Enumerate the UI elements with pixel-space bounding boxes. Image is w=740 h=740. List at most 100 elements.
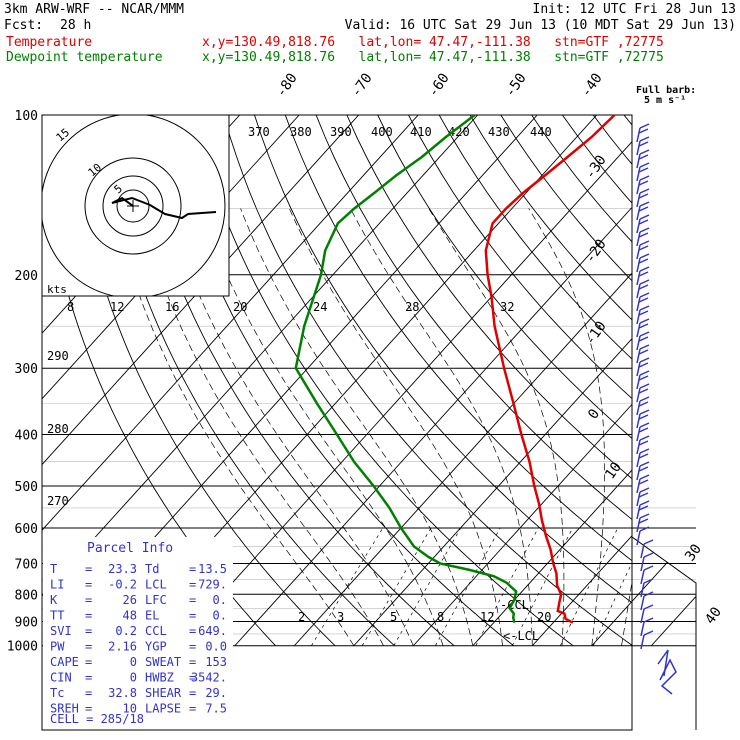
wind-barb (636, 452, 641, 468)
wind-barb (638, 258, 649, 264)
parcel-value: 2.16 (108, 640, 137, 654)
isotherm-line (234, 115, 696, 647)
moist-adiabat-line (350, 208, 533, 646)
pressure-tick-label: 800 (15, 588, 38, 603)
wind-barb (636, 205, 641, 221)
wind-barb (639, 383, 650, 389)
isotherm-line (711, 115, 740, 646)
wind-barb (639, 188, 650, 194)
dry-adiabat-line (130, 115, 455, 647)
hodograph-speed-axis: 8 12 16 20 24 28 32 (67, 300, 514, 314)
parcel-eq: = (189, 609, 196, 623)
isotherm-line (591, 115, 696, 647)
wind-barb (639, 526, 650, 532)
parcel-eq: = (85, 562, 92, 576)
dry-adiabat-line (686, 115, 740, 646)
dry-adiabat-line (346, 115, 632, 480)
dry-adiabat-line (315, 115, 632, 520)
plot-frame-wedge (631, 536, 697, 730)
theta-label: 380 (290, 125, 312, 139)
pressure-tick-label: 700 (15, 558, 38, 573)
wind-barb (643, 552, 654, 558)
theta-label: 430 (488, 125, 510, 139)
theta-label: 370 (248, 125, 270, 139)
wind-barb (638, 323, 649, 329)
wind-barb (639, 331, 650, 337)
wind-barb (636, 530, 641, 546)
wind-barb (638, 297, 649, 303)
dry-adiabat-lines (42, 115, 740, 647)
wind-barb (639, 487, 650, 493)
wind-barb (636, 127, 641, 143)
wind-barb (636, 244, 641, 260)
parcel-info-panel: Parcel Info T = 23.3 Td = 13.5LI = -0.2 LCL = 729.… (43, 537, 233, 729)
wind-barb (636, 309, 641, 325)
forecast-hour: 28 h (60, 18, 92, 33)
hodograph-trace (111, 196, 217, 220)
parcel-value: 153 (205, 655, 227, 669)
parcel-eq: = (85, 671, 92, 685)
wind-barb (640, 556, 645, 572)
parcel-eq: = (189, 702, 196, 716)
wind-barb (640, 621, 645, 637)
wind-barb (636, 192, 641, 208)
isotherm-label: 10 (602, 459, 625, 482)
full-barb-note: Full barb: (636, 85, 696, 96)
wind-barb (639, 253, 650, 259)
parcel-cell: CELL = 285/18 (50, 712, 144, 726)
dry-adiabat-line (408, 115, 632, 400)
parcel-value: 3542. (191, 671, 227, 685)
isotherm-label: -40 (578, 70, 606, 100)
pressure-axis: 100 200 300 400 500 600 700 800 900 1000 (7, 109, 38, 655)
isotherm-label: -70 (348, 70, 376, 100)
parcel-key: LCL (145, 578, 167, 592)
wind-barb (638, 180, 649, 186)
wind-barb (638, 141, 649, 147)
wind-barb (643, 604, 654, 610)
wind-barb (638, 375, 649, 381)
isotherm-line (531, 115, 696, 647)
parcel-eq: = (189, 640, 196, 654)
wind-barb (639, 123, 650, 129)
mixing-ratio-label: 2 (298, 610, 305, 624)
parcel-key: T (50, 562, 57, 576)
wind-barb (636, 257, 641, 273)
dry-adiabat-line (438, 115, 632, 360)
pressure-tick-label: 900 (15, 615, 38, 630)
wind-barb (636, 179, 641, 195)
isotherm-line (42, 115, 360, 647)
hodograph-speed-tick: 32 (500, 300, 514, 314)
moist-adiabat-line (113, 208, 355, 646)
wind-barb (638, 349, 649, 355)
wind-barb (636, 491, 641, 507)
wind-barb (636, 166, 641, 182)
parcel-value: 0 (130, 671, 137, 685)
parcel-eq: = (85, 702, 92, 716)
wind-barb (636, 270, 641, 286)
wind-barb (638, 284, 649, 290)
mixing-ratio-label: 12 (480, 610, 494, 624)
parcel-value: -0.2 (108, 578, 137, 592)
pressure-tick-label: 200 (15, 269, 38, 284)
parcel-value: 649. (198, 624, 227, 638)
wind-barb (639, 396, 650, 402)
wind-barb (639, 409, 650, 415)
parcel-value: 23.3 (108, 562, 137, 576)
mixing-ratio-line (393, 527, 462, 646)
wind-barb (639, 357, 650, 363)
parcel-key: CIN (50, 671, 72, 685)
isotherm-label: -80 (273, 70, 301, 100)
wind-barb (638, 219, 649, 225)
wind-barb (639, 435, 650, 441)
hodograph-units: kts (47, 283, 67, 296)
wind-barb (643, 578, 654, 584)
moist-adiabat-line (200, 208, 444, 646)
parcel-key: SHEAR (145, 686, 182, 700)
mixing-ratio-line (511, 527, 573, 646)
wind-barb (639, 305, 650, 311)
temperature-location: x,y=130.49,818.76 lat,lon= 47.47,-111.38… (202, 35, 664, 50)
wind-barb (639, 279, 650, 285)
dry-adiabat-line (192, 115, 574, 647)
dry-adiabat-line (161, 115, 514, 647)
